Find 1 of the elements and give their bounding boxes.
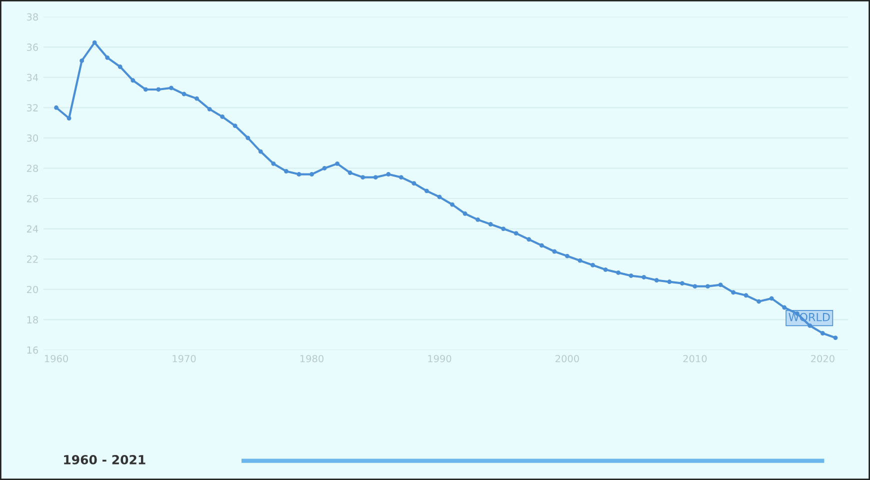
text: 1960 - 2021 — [64, 454, 146, 464]
